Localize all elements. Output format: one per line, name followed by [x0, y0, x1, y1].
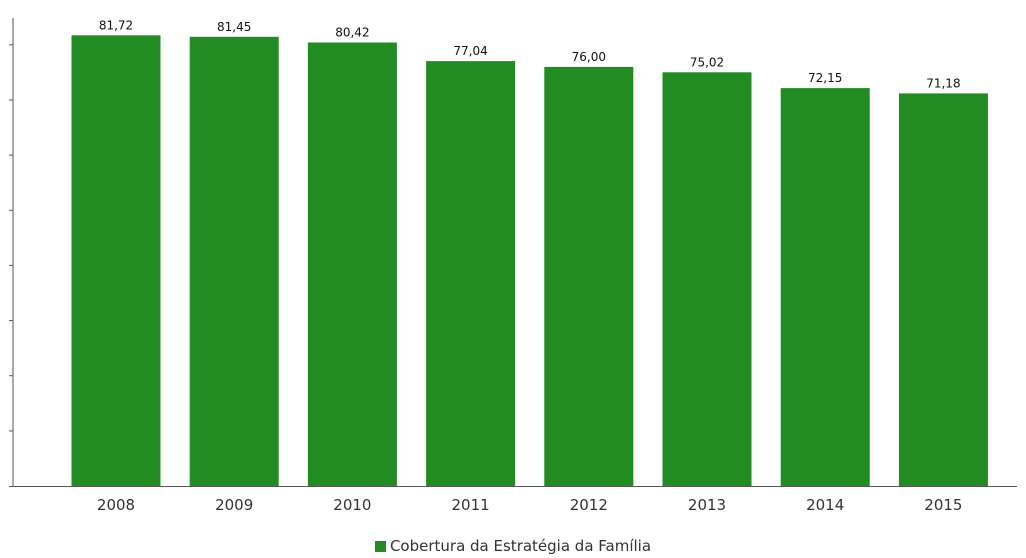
data-label-2014: 72,15	[808, 71, 842, 85]
bar-2008[interactable]	[71, 35, 161, 487]
bar-2011[interactable]	[426, 61, 516, 486]
data-label-2010: 80,42	[335, 26, 369, 40]
axes-layer	[9, 18, 1017, 487]
data-label-2011: 77,04	[453, 44, 487, 58]
x-tick-label-2014: 2014	[806, 496, 844, 514]
legend[interactable]: Cobertura da Estratégia da Família	[0, 537, 1026, 555]
data-label-2009: 81,45	[217, 20, 251, 34]
data-label-2012: 76,00	[572, 50, 606, 64]
x-tick-label-2010: 2010	[333, 496, 371, 514]
x-tick-label-2015: 2015	[924, 496, 962, 514]
x-tick-label-2009: 2009	[215, 496, 253, 514]
labels-layer: 81,72 2008 81,45 2009 80,42 2010 77,04 2011 76,0…	[97, 18, 963, 514]
bar-2013[interactable]	[662, 72, 752, 487]
legend-swatch	[374, 541, 386, 552]
bar-2009[interactable]	[189, 36, 279, 487]
bar-2012[interactable]	[544, 66, 634, 487]
bar-2010[interactable]	[307, 42, 397, 487]
x-tick-label-2013: 2013	[688, 496, 726, 514]
bar-2015[interactable]	[898, 93, 988, 487]
bars-layer	[71, 35, 988, 487]
data-label-2015: 71,18	[926, 76, 960, 90]
legend-label: Cobertura da Estratégia da Família	[389, 537, 652, 555]
data-label-2008: 81,72	[99, 18, 133, 32]
x-tick-label-2012: 2012	[570, 496, 608, 514]
x-tick-label-2011: 2011	[452, 496, 490, 514]
data-label-2013: 75,02	[690, 55, 724, 69]
bar-2014[interactable]	[780, 88, 870, 486]
x-tick-label-2008: 2008	[97, 496, 135, 514]
